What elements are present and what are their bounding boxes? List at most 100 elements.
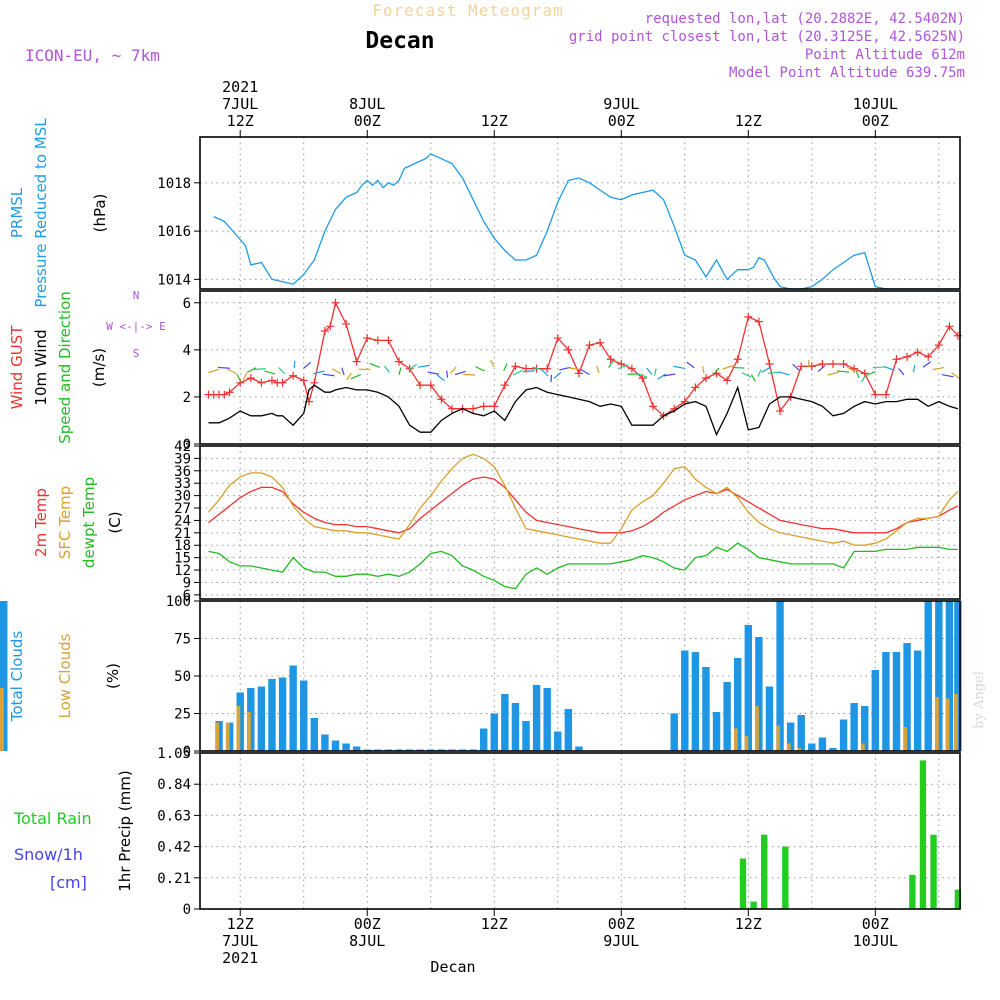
gust-marker bbox=[596, 338, 605, 347]
total-clouds-bar bbox=[882, 652, 890, 751]
gust-marker bbox=[331, 298, 340, 307]
wind-direction-arrow bbox=[322, 373, 335, 377]
gust-marker bbox=[394, 357, 403, 366]
y-axis-label: Wind GUST bbox=[8, 325, 26, 410]
wind-direction-arrow bbox=[912, 364, 916, 373]
gust-marker bbox=[267, 376, 276, 385]
low-clouds-bar bbox=[935, 697, 939, 751]
gust-marker bbox=[617, 359, 626, 368]
wind-direction-arrow bbox=[475, 366, 485, 372]
bottom-time-label: 10JUL bbox=[853, 932, 898, 950]
wind-direction-arrow bbox=[673, 365, 685, 370]
panel-clouds: 0 25 50 75 100 Total Clouds Low Clouds (%) bbox=[0, 594, 962, 760]
gust-marker bbox=[828, 359, 837, 368]
compass-south: S bbox=[133, 347, 140, 360]
rain-bar bbox=[739, 858, 747, 909]
wind-direction-arrow bbox=[837, 370, 850, 373]
wind-direction-arrow bbox=[463, 373, 476, 376]
y-tick-label: 0.63 bbox=[157, 808, 191, 824]
wind-direction-arrow bbox=[722, 364, 734, 370]
gust-marker bbox=[543, 364, 552, 373]
rain-bar bbox=[909, 874, 916, 909]
y-axis-label: dewpt Temp bbox=[80, 477, 98, 568]
bottom-time-label: 00Z bbox=[862, 915, 889, 933]
top-time-label: 12Z bbox=[735, 112, 762, 130]
wind-direction-arrow bbox=[922, 361, 932, 368]
bottom-time-label: 00Z bbox=[354, 915, 381, 933]
y-tick-label: 36 bbox=[174, 464, 191, 480]
gust-marker bbox=[384, 336, 393, 345]
y-tick-label: 0 bbox=[183, 744, 191, 760]
wind-direction-arrow bbox=[750, 374, 756, 382]
bottom-time-label: 00Z bbox=[608, 915, 635, 933]
wind-direction-arrow bbox=[792, 363, 800, 371]
gust-marker bbox=[945, 322, 954, 331]
total-clouds-bar bbox=[829, 748, 837, 751]
total-clouds-bar bbox=[723, 682, 731, 751]
wind-direction-arrow bbox=[768, 371, 781, 374]
y-tick-label: 75 bbox=[174, 632, 191, 648]
bottom-time-label: 12Z bbox=[481, 915, 508, 933]
compass-west-east: W <-|-> E bbox=[106, 320, 166, 333]
gust-marker bbox=[839, 359, 848, 368]
wind-direction-arrow bbox=[384, 365, 390, 373]
wind-direction-arrow bbox=[217, 366, 230, 369]
rain-bar bbox=[750, 901, 757, 909]
y-tick-label: 1018 bbox=[157, 176, 191, 192]
gust-marker bbox=[500, 381, 509, 390]
y-tick-label: 1016 bbox=[157, 224, 191, 240]
wind-direction-arrow bbox=[522, 370, 535, 373]
wind-direction-arrow bbox=[855, 370, 860, 379]
total-clouds-bar bbox=[850, 703, 858, 751]
y-tick-label: 6 bbox=[183, 296, 191, 312]
wind-direction-arrow bbox=[503, 363, 508, 371]
y-axis-label: 1hr Precip (mm) bbox=[116, 770, 134, 891]
precip-side-label: Snow/1h bbox=[14, 845, 83, 864]
wind-direction-arrow bbox=[541, 369, 549, 377]
total-clouds-bar bbox=[786, 722, 795, 751]
y-axis-label: SFC Temp bbox=[56, 486, 74, 559]
wind-direction-arrow bbox=[454, 370, 466, 376]
point-altitude: Point Altitude 612m bbox=[805, 47, 965, 63]
rain-bar bbox=[919, 760, 927, 909]
wind-direction-arrow bbox=[580, 368, 590, 376]
gust-marker bbox=[754, 317, 763, 326]
wind-direction-arrow bbox=[861, 374, 867, 383]
footer-station-label: Decan bbox=[430, 958, 475, 976]
wind-direction-arrow bbox=[253, 368, 266, 371]
y-tick-label: 9 bbox=[183, 575, 191, 591]
y-axis-label: (%) bbox=[104, 663, 122, 689]
gust-marker bbox=[225, 388, 234, 397]
panel-wind: 0 2 4 6 Wind GUST 10m Wind Speed and Direction… bbox=[8, 289, 962, 453]
total-clouds-bar bbox=[670, 713, 678, 751]
wind-direction-arrow bbox=[568, 367, 581, 370]
bottom-time-label: 8JUL bbox=[349, 932, 385, 950]
top-time-label: 12Z bbox=[481, 112, 508, 130]
y-tick-label: 27 bbox=[174, 501, 191, 517]
y-tick-label: 0 bbox=[183, 437, 191, 453]
panel-frame bbox=[199, 752, 961, 910]
gust-marker bbox=[363, 334, 372, 343]
y-tick-label: 24 bbox=[174, 513, 191, 529]
gust-marker bbox=[564, 345, 573, 354]
gust-marker bbox=[511, 362, 520, 371]
y-tick-label: 18 bbox=[174, 538, 191, 554]
gust-marker bbox=[289, 371, 298, 380]
gust-marker bbox=[257, 378, 266, 387]
wind-direction-arrow bbox=[553, 371, 562, 379]
total-clouds-bar bbox=[342, 743, 350, 751]
rain-bar bbox=[930, 834, 937, 909]
wind-direction-arrow bbox=[532, 366, 544, 371]
wind-direction-arrow bbox=[278, 367, 286, 375]
y-axis-label: 2m Temp bbox=[32, 488, 50, 557]
top-time-label: 12Z bbox=[227, 112, 254, 130]
supertitle: Forecast Meteogram bbox=[372, 1, 563, 20]
y-tick-label: 4 bbox=[183, 343, 191, 359]
y-axis-label: Pressure Reduced to MSL bbox=[32, 118, 50, 308]
total-clouds-bar bbox=[744, 625, 753, 751]
total-clouds-bar bbox=[479, 728, 488, 751]
wind-direction-arrow bbox=[663, 373, 676, 377]
low-clouds-bar bbox=[903, 727, 908, 751]
